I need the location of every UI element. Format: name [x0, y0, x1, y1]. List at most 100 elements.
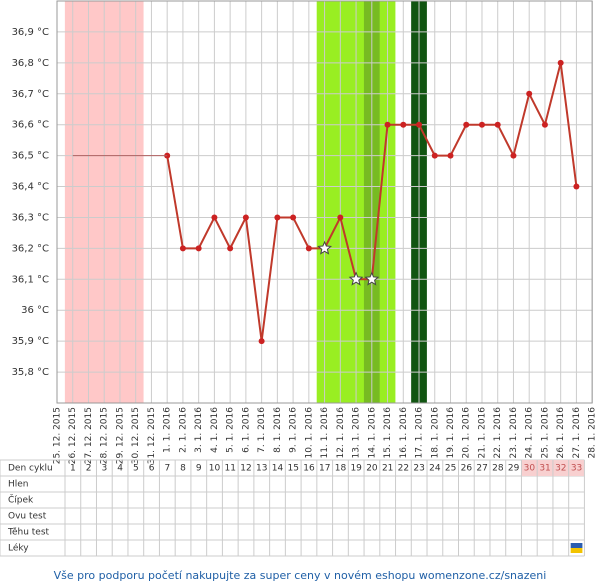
cycle-day: 5	[133, 464, 139, 474]
cycle-day: 7	[164, 464, 170, 474]
cycle-day: 26	[461, 464, 473, 474]
overdue-cell	[552, 460, 569, 476]
x-tick-label: 11. 1. 2016	[320, 407, 330, 459]
x-tick-label: 24. 1. 2016	[525, 407, 535, 459]
point	[463, 121, 470, 128]
point	[211, 214, 218, 221]
x-tick-label: 21. 1. 2016	[477, 407, 487, 459]
point	[400, 121, 407, 128]
x-tick-label: 3. 1. 2016	[194, 407, 204, 453]
x-tick-label: 2. 1. 2016	[178, 407, 188, 453]
point	[431, 152, 438, 159]
y-tick-label: 36,7 °C	[12, 89, 49, 100]
cycle-day: 11	[225, 464, 236, 474]
point	[290, 214, 297, 221]
cycle-day: 15	[288, 464, 299, 474]
x-tick-label: 14. 1. 2016	[367, 407, 377, 459]
x-tick-label: 9. 1. 2016	[289, 407, 299, 453]
point	[274, 214, 281, 221]
cycle-day: 30	[524, 464, 536, 474]
x-tick-label: 27. 12. 2015	[84, 407, 94, 464]
y-tick-label: 36 °C	[21, 305, 49, 316]
x-tick-label: 29. 12. 2015	[115, 407, 125, 464]
y-tick-label: 36,8 °C	[12, 58, 49, 69]
x-tick-label: 31. 12. 2015	[147, 407, 157, 464]
cycle-day: 25	[445, 464, 456, 474]
point	[337, 214, 344, 221]
point	[305, 245, 312, 252]
x-tick-label: 28. 12. 2015	[100, 407, 110, 464]
x-tick-label: 26. 12. 2015	[68, 407, 78, 464]
x-tick-label: 6. 1. 2016	[241, 407, 251, 453]
point	[416, 121, 423, 128]
point	[447, 152, 454, 159]
x-tick-label: 28. 1. 2016	[588, 407, 598, 459]
x-tick-label: 16. 1. 2016	[399, 407, 409, 459]
point	[179, 245, 186, 252]
row-label: Ovu test	[8, 512, 47, 522]
row-label: Den cyklu	[8, 464, 53, 474]
row-label: Těhu test	[7, 528, 50, 538]
x-tick-label: 30. 12. 2015	[131, 407, 141, 464]
point	[541, 121, 548, 128]
cycle-day: 33	[571, 464, 582, 474]
cycle-day: 29	[508, 464, 520, 474]
cycle-day: 9	[196, 464, 202, 474]
y-tick-label: 35,9 °C	[12, 336, 49, 347]
x-tick-label: 18. 1. 2016	[430, 407, 440, 459]
y-tick-label: 35,8 °C	[12, 367, 49, 378]
y-tick-label: 36,3 °C	[12, 212, 49, 223]
y-tick-label: 36,5 °C	[12, 151, 49, 162]
y-tick-label: 36,4 °C	[12, 182, 49, 193]
cycle-day: 12	[240, 464, 251, 474]
x-tick-label: 15. 1. 2016	[383, 407, 393, 459]
row-label: Léky	[8, 543, 29, 554]
cycle-day: 31	[539, 464, 550, 474]
cycle-day: 8	[180, 464, 186, 474]
x-tick-label: 10. 1. 2016	[304, 407, 314, 459]
y-tick-label: 36,9 °C	[12, 27, 49, 38]
x-tick-label: 7. 1. 2016	[257, 407, 267, 453]
x-tick-label: 8. 1. 2016	[273, 407, 283, 453]
point	[227, 245, 234, 252]
x-tick-label: 23. 1. 2016	[509, 407, 519, 459]
point	[526, 90, 533, 97]
cycle-day: 27	[476, 464, 487, 474]
footer-link[interactable]: Vše pro podporu početí nakupujte za supe…	[54, 569, 547, 582]
cycle-day: 1	[70, 464, 76, 474]
cycle-day: 19	[350, 464, 362, 474]
cycle-day: 10	[209, 464, 221, 474]
medication-icon	[570, 543, 583, 548]
point	[258, 338, 265, 345]
point	[384, 121, 391, 128]
row-label: Čípek	[8, 494, 34, 506]
x-tick-label: 25. 1. 2016	[540, 407, 550, 459]
cycle-day: 22	[398, 464, 409, 474]
cycle-day: 6	[149, 464, 155, 474]
x-tick-label: 4. 1. 2016	[210, 407, 220, 453]
x-tick-label: 19. 1. 2016	[446, 407, 456, 459]
x-tick-label: 13. 1. 2016	[352, 407, 362, 459]
cycle-day: 21	[382, 464, 393, 474]
cycle-day: 14	[272, 464, 284, 474]
point	[557, 59, 564, 66]
cycle-day: 32	[555, 464, 566, 474]
point	[510, 152, 517, 159]
plot-frame	[56, 0, 593, 404]
overdue-cell	[568, 460, 585, 476]
star-point	[364, 271, 380, 286]
star-point	[317, 240, 333, 255]
cycle-day: 17	[319, 464, 330, 474]
x-tick-label: 25. 12. 2015	[53, 407, 63, 464]
x-tick-label: 17. 1. 2016	[415, 407, 425, 459]
cycle-day: 16	[303, 464, 315, 474]
medication-icon	[570, 548, 583, 553]
point	[573, 183, 580, 190]
star-point	[348, 271, 364, 286]
x-tick-label: 22. 1. 2016	[493, 407, 503, 459]
cycle-day: 23	[413, 464, 424, 474]
point	[242, 214, 249, 221]
point	[478, 121, 485, 128]
cycle-day: 28	[492, 464, 504, 474]
